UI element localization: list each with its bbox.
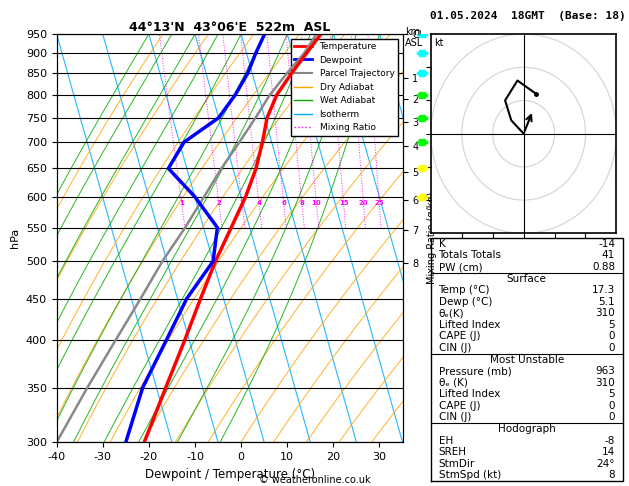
- Text: 24°: 24°: [596, 459, 615, 469]
- Text: 8: 8: [608, 470, 615, 480]
- Text: SREH: SREH: [438, 447, 467, 457]
- Text: CAPE (J): CAPE (J): [438, 331, 480, 342]
- Text: -8: -8: [604, 435, 615, 446]
- Text: StmSpd (kt): StmSpd (kt): [438, 470, 501, 480]
- Text: 963: 963: [595, 366, 615, 376]
- Text: EH: EH: [438, 435, 453, 446]
- Text: 2: 2: [216, 200, 221, 206]
- Text: 0: 0: [608, 331, 615, 342]
- Text: 8: 8: [299, 200, 304, 206]
- Text: 10: 10: [311, 200, 321, 206]
- Text: 14: 14: [602, 447, 615, 457]
- Text: 01.05.2024  18GMT  (Base: 18): 01.05.2024 18GMT (Base: 18): [430, 11, 625, 21]
- Text: 25: 25: [374, 200, 384, 206]
- Text: Lifted Index: Lifted Index: [438, 389, 500, 399]
- Text: 0: 0: [608, 413, 615, 422]
- Text: 0: 0: [608, 401, 615, 411]
- Text: 0.88: 0.88: [592, 262, 615, 272]
- Text: 41: 41: [602, 250, 615, 260]
- Text: kt: kt: [435, 38, 444, 48]
- Text: PW (cm): PW (cm): [438, 262, 482, 272]
- Text: 5: 5: [608, 320, 615, 330]
- Text: Totals Totals: Totals Totals: [438, 250, 501, 260]
- Text: Dewp (°C): Dewp (°C): [438, 297, 492, 307]
- Text: StmDir: StmDir: [438, 459, 475, 469]
- Text: CIN (J): CIN (J): [438, 343, 471, 353]
- X-axis label: Dewpoint / Temperature (°C): Dewpoint / Temperature (°C): [145, 468, 314, 481]
- Text: K: K: [438, 239, 445, 249]
- Title: 44°13'N  43°06'E  522m  ASL: 44°13'N 43°06'E 522m ASL: [129, 21, 330, 34]
- Text: Pressure (mb): Pressure (mb): [438, 366, 511, 376]
- Text: Hodograph: Hodograph: [498, 424, 555, 434]
- Y-axis label: Mixing Ratio (g/kg): Mixing Ratio (g/kg): [427, 192, 437, 284]
- Text: -14: -14: [598, 239, 615, 249]
- Text: 4: 4: [257, 200, 262, 206]
- Text: 310: 310: [595, 308, 615, 318]
- Text: 17.3: 17.3: [592, 285, 615, 295]
- Text: Surface: Surface: [507, 274, 547, 284]
- Text: 5: 5: [608, 389, 615, 399]
- Text: 3: 3: [240, 200, 244, 206]
- Text: km
ASL: km ASL: [405, 27, 423, 48]
- Text: Most Unstable: Most Unstable: [489, 355, 564, 364]
- Legend: Temperature, Dewpoint, Parcel Trajectory, Dry Adiabat, Wet Adiabat, Isotherm, Mi: Temperature, Dewpoint, Parcel Trajectory…: [291, 38, 398, 136]
- Text: 5.1: 5.1: [598, 297, 615, 307]
- Text: CAPE (J): CAPE (J): [438, 401, 480, 411]
- Text: 20: 20: [359, 200, 368, 206]
- Text: 1: 1: [179, 200, 184, 206]
- Text: © weatheronline.co.uk: © weatheronline.co.uk: [259, 475, 370, 485]
- Text: CIN (J): CIN (J): [438, 413, 471, 422]
- Text: 310: 310: [595, 378, 615, 388]
- Text: 0: 0: [608, 343, 615, 353]
- Text: θₑ (K): θₑ (K): [438, 378, 467, 388]
- Text: 6: 6: [281, 200, 286, 206]
- Y-axis label: hPa: hPa: [10, 228, 20, 248]
- Text: 15: 15: [338, 200, 348, 206]
- Text: θₑ(K): θₑ(K): [438, 308, 464, 318]
- Text: Temp (°C): Temp (°C): [438, 285, 490, 295]
- Text: Lifted Index: Lifted Index: [438, 320, 500, 330]
